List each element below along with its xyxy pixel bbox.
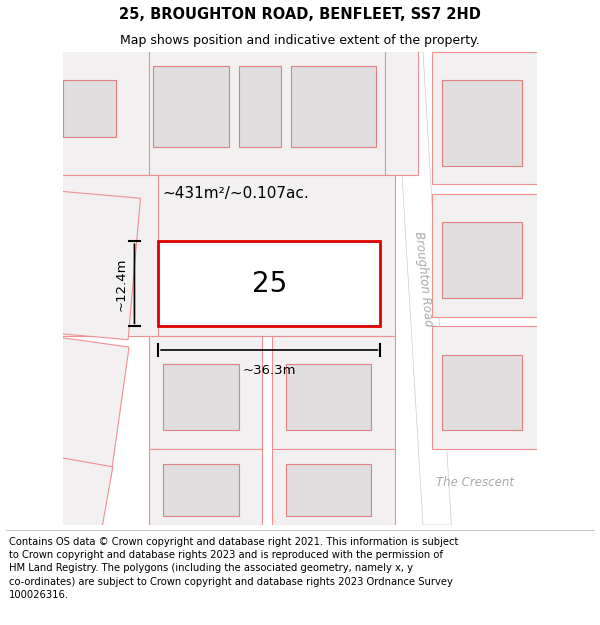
- Bar: [149, 336, 262, 449]
- Text: 25: 25: [251, 270, 287, 298]
- Text: Broughton Road: Broughton Road: [412, 231, 434, 328]
- Bar: [442, 222, 523, 298]
- Bar: [239, 66, 281, 147]
- Bar: [433, 326, 551, 449]
- Bar: [163, 364, 239, 431]
- Bar: [290, 66, 376, 147]
- Bar: [286, 364, 371, 431]
- Bar: [442, 81, 523, 166]
- Bar: [163, 464, 239, 516]
- Bar: [158, 241, 380, 326]
- Text: ~12.4m: ~12.4m: [115, 257, 127, 311]
- Bar: [149, 449, 262, 525]
- Bar: [149, 175, 395, 336]
- Bar: [272, 336, 395, 449]
- Text: ~36.3m: ~36.3m: [242, 364, 296, 377]
- Polygon shape: [395, 52, 451, 525]
- Bar: [286, 464, 371, 516]
- Text: The Crescent: The Crescent: [436, 476, 514, 489]
- Polygon shape: [26, 335, 129, 478]
- Bar: [433, 52, 551, 184]
- Bar: [54, 48, 149, 175]
- Text: ~431m²/~0.107ac.: ~431m²/~0.107ac.: [163, 186, 309, 201]
- Bar: [149, 48, 395, 175]
- Bar: [154, 66, 229, 147]
- Bar: [64, 81, 116, 137]
- Bar: [272, 449, 395, 525]
- Text: Contains OS data © Crown copyright and database right 2021. This information is : Contains OS data © Crown copyright and d…: [9, 537, 458, 600]
- Polygon shape: [34, 190, 140, 339]
- Text: Map shows position and indicative extent of the property.: Map shows position and indicative extent…: [120, 34, 480, 47]
- Text: 25, BROUGHTON ROAD, BENFLEET, SS7 2HD: 25, BROUGHTON ROAD, BENFLEET, SS7 2HD: [119, 7, 481, 22]
- Bar: [54, 175, 158, 336]
- Polygon shape: [14, 452, 113, 551]
- Bar: [433, 194, 551, 317]
- Bar: [385, 48, 418, 175]
- Bar: [442, 355, 523, 431]
